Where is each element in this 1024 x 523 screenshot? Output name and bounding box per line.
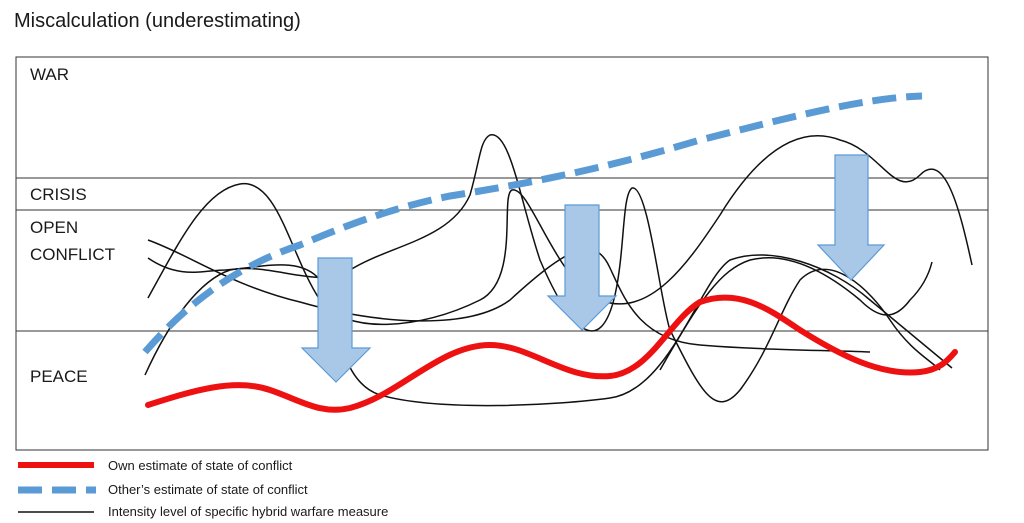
legend-label-intensity: Intensity level of specific hybrid warfa… xyxy=(108,504,388,519)
zone-label-war: WAR xyxy=(30,65,69,84)
legend: Own estimate of state of conflict Other’… xyxy=(18,458,388,519)
intensity-line-5 xyxy=(659,257,933,371)
zone-label-peace: PEACE xyxy=(30,367,88,386)
diagram-frame xyxy=(15,56,989,451)
zone-label-conflict: CONFLICT xyxy=(30,245,115,264)
underestimation-arrows xyxy=(300,154,886,383)
legend-label-others: Other’s estimate of state of conflict xyxy=(108,482,308,497)
diagram-title: Miscalculation (underestimating) xyxy=(14,10,301,32)
zone-label-crisis: CRISIS xyxy=(30,185,87,204)
own-estimate-line xyxy=(145,294,958,413)
intensity-line-3 xyxy=(147,254,953,407)
others-estimate-line xyxy=(142,92,923,355)
down-arrow-1 xyxy=(300,257,372,383)
zone-label-open: OPEN xyxy=(30,218,78,237)
intensity-line-2 xyxy=(147,239,871,353)
down-arrow-2 xyxy=(546,204,618,331)
legend-label-own: Own estimate of state of conflict xyxy=(108,458,293,473)
down-arrow-3 xyxy=(816,154,886,281)
intensity-line-1 xyxy=(147,135,973,326)
